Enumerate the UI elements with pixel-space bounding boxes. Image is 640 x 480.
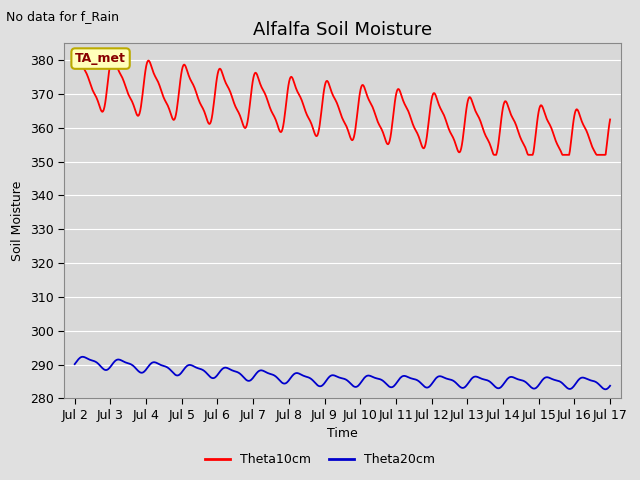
Legend: Theta10cm, Theta20cm: Theta10cm, Theta20cm	[200, 448, 440, 471]
Title: Alfalfa Soil Moisture: Alfalfa Soil Moisture	[253, 21, 432, 39]
Text: TA_met: TA_met	[75, 52, 126, 65]
X-axis label: Time: Time	[327, 427, 358, 440]
Text: No data for f_Rain: No data for f_Rain	[6, 10, 120, 23]
Y-axis label: Soil Moisture: Soil Moisture	[11, 180, 24, 261]
